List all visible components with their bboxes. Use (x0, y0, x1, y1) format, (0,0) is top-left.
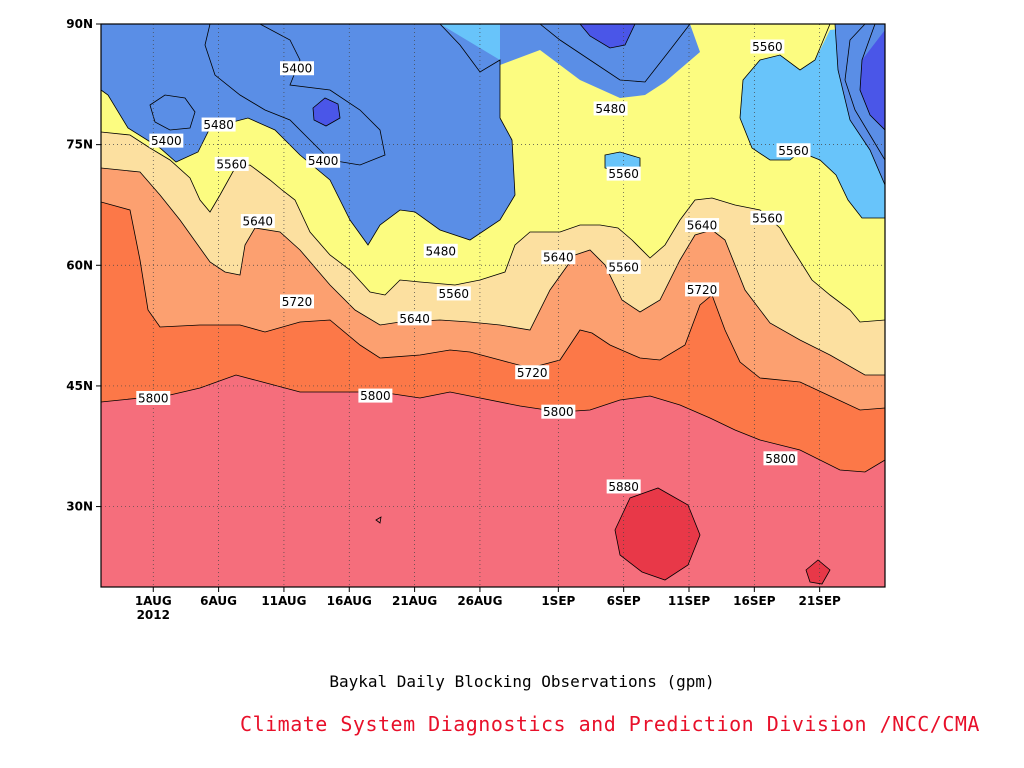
contour-label-bg (358, 388, 393, 403)
contour-label: 5480 (425, 244, 456, 258)
x-tick-label: 11SEP (668, 594, 711, 608)
x-tick-label: 16SEP (733, 594, 776, 608)
contour-label: 5640 (543, 251, 574, 265)
contour-label: 5560 (439, 287, 470, 301)
plot-frame (100, 23, 886, 588)
contour-label-bg (606, 479, 641, 494)
contour-label: 5560 (778, 144, 809, 158)
x-tick-label: 11AUG (261, 594, 306, 608)
x-tick-label: 1AUG (135, 594, 172, 608)
contour-label: 5400 (308, 154, 339, 168)
contour-label: 5720 (687, 283, 718, 297)
contour-label: 5400 (151, 134, 182, 148)
contour-label-bg (606, 166, 641, 181)
contour-label: 5800 (138, 391, 169, 405)
contour-label-bg (541, 404, 576, 419)
chart-credit: Climate System Diagnostics and Predictio… (240, 712, 980, 736)
contour-label-bg (436, 286, 471, 301)
contour-label: 5800 (543, 405, 574, 419)
y-tick-label: 30N (66, 500, 93, 514)
contour-label: 5400 (282, 62, 313, 76)
contour-label-bg (201, 117, 236, 132)
contour-label-bg (750, 39, 785, 54)
contour-label-bg (541, 250, 576, 265)
fill-5400-top (540, 24, 690, 82)
contour-label-bg (685, 218, 720, 233)
contour-label-bg (776, 143, 811, 158)
contour-label-bg (423, 243, 458, 258)
x-tick-label: 16AUG (327, 594, 372, 608)
x-tick-label: 6SEP (607, 594, 641, 608)
contour-label-bg (306, 153, 341, 168)
contour-label: 5800 (360, 389, 391, 403)
y-tick-label: 60N (66, 258, 93, 272)
contour-label: 5480 (203, 118, 234, 132)
contour-label: 5560 (608, 167, 639, 181)
contour-label: 5640 (399, 312, 430, 326)
contour-label-bg (136, 390, 171, 405)
x-tick-label: 1SEP (541, 594, 575, 608)
contour-label-bg (606, 259, 641, 274)
grid-lines (101, 24, 885, 587)
x-tick-year: 2012 (137, 608, 170, 622)
contour-label: 5560 (216, 157, 247, 171)
contour-label: 5480 (595, 102, 626, 116)
y-tick-label: 90N (66, 17, 93, 31)
contour-label-bg (685, 282, 720, 297)
chart-title: Baykal Daily Blocking Observations (gpm) (329, 672, 715, 691)
contour-label: 5560 (608, 260, 639, 274)
contour-lines (101, 24, 885, 585)
contour-label-bg (214, 156, 249, 171)
x-tick-label: 21AUG (392, 594, 437, 608)
fill-below-5480-top (101, 24, 500, 60)
contour-label: 5560 (752, 40, 783, 54)
contour-label-bg (397, 311, 432, 326)
fill-5400-low-a (150, 95, 195, 130)
contour-label-bg (240, 214, 275, 229)
x-tick-label: 26AUG (457, 594, 502, 608)
contour-label: 5720 (517, 366, 548, 380)
contour-label-bg (750, 210, 785, 225)
x-tick-label: 21SEP (798, 594, 841, 608)
y-axis: 30N 45N 60N 75N 90N (66, 17, 101, 514)
y-tick-label: 45N (66, 379, 93, 393)
contour-label: 5560 (752, 211, 783, 225)
contour-label: 5720 (282, 295, 313, 309)
contour-label-bg (515, 365, 550, 380)
contour-label: 5640 (243, 215, 274, 229)
y-tick-label: 75N (66, 138, 93, 152)
contour-label: 5800 (765, 452, 796, 466)
contour-label-bg (280, 294, 314, 309)
x-tick-label: 6AUG (200, 594, 237, 608)
contour-label-bg (280, 61, 314, 76)
contour-labels: 5400 5400 5400 5480 5480 5480 5560 5560 5560 5560… (136, 39, 811, 494)
fill-5320-5400-a (205, 24, 385, 165)
fill-below-5400-top (580, 24, 635, 48)
contour-label-bg (149, 133, 184, 148)
contour-label-bg (763, 451, 798, 466)
contour-label: 5880 (608, 480, 639, 494)
contour-label: 5640 (687, 219, 718, 233)
fill-below-5400-a (313, 98, 340, 126)
fill-5880-high (615, 488, 700, 580)
fill-5880-small (806, 560, 830, 584)
contour-label-bg (593, 101, 628, 116)
